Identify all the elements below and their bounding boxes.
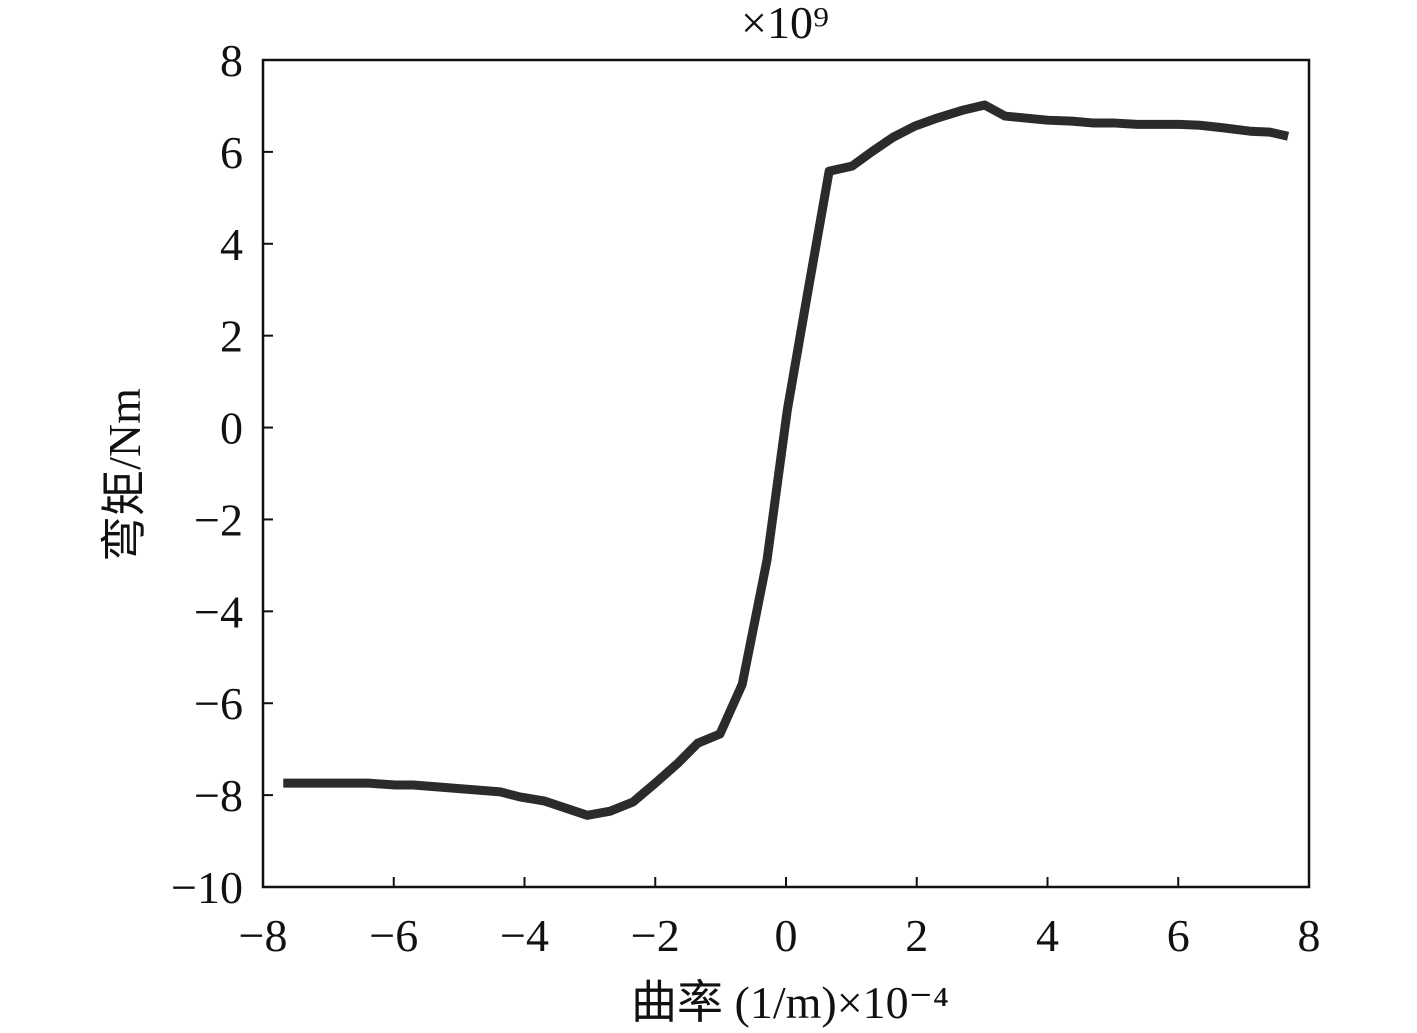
y-tick-label: −10 xyxy=(171,862,243,913)
x-tick-label: −4 xyxy=(500,910,549,961)
y-tick-label: −6 xyxy=(194,678,243,729)
x-tick-label: −2 xyxy=(631,910,680,961)
y-tick-label: 6 xyxy=(220,127,243,178)
y-tick-label: 8 xyxy=(220,35,243,86)
x-axis-label: 曲率 (1/m)×10⁻⁴ xyxy=(631,977,949,1028)
y-tick-label: −4 xyxy=(194,586,243,637)
y-tick-label: −8 xyxy=(194,770,243,821)
plot-frame xyxy=(261,58,1311,889)
x-tick-label: 4 xyxy=(1036,910,1059,961)
x-tick-label: −6 xyxy=(369,910,418,961)
y-tick-label: 4 xyxy=(220,219,243,270)
data-line xyxy=(283,100,1290,820)
y-tick-label: 0 xyxy=(220,403,243,454)
x-tick-label: 6 xyxy=(1167,910,1190,961)
y-multiplier: ×10⁹ xyxy=(741,0,829,48)
x-tick-label: −8 xyxy=(239,910,288,961)
x-tick-label: 0 xyxy=(775,910,798,961)
y-tick-label: 2 xyxy=(220,311,243,362)
y-axis-label: 弯矩/Nm xyxy=(99,388,150,562)
x-tick-label: 8 xyxy=(1298,910,1321,961)
y-tick-label: −2 xyxy=(194,494,243,545)
x-tick-label: 2 xyxy=(905,910,928,961)
